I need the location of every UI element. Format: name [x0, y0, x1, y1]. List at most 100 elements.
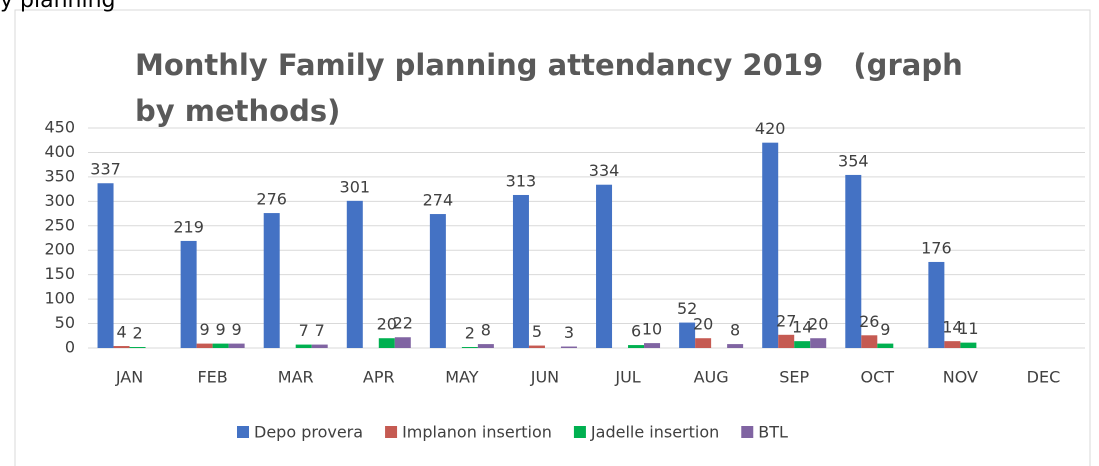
value-label: 8: [481, 321, 491, 340]
bar: [97, 183, 114, 348]
legend-swatch: [741, 426, 754, 438]
value-label: 2: [132, 324, 142, 343]
value-label: 337: [90, 160, 121, 179]
bar: [845, 174, 862, 348]
value-label: 5: [532, 322, 542, 341]
x-tick-label: MAR: [278, 368, 314, 387]
value-label: 3: [564, 323, 574, 342]
bar: [512, 194, 529, 348]
value-label: 176: [921, 238, 952, 257]
y-tick-label: 100: [44, 289, 75, 308]
value-label: 301: [340, 177, 371, 196]
value-label: 14: [792, 318, 812, 337]
value-label: 274: [423, 191, 454, 210]
value-label: 20: [693, 315, 713, 334]
x-tick-label: DEC: [1027, 368, 1061, 387]
y-tick-label: 0: [65, 338, 75, 357]
value-label: 6: [631, 322, 641, 341]
bar: [196, 343, 213, 348]
caption: y planning: [0, 0, 116, 13]
x-tick-label: NOV: [943, 368, 978, 387]
bar: [695, 338, 712, 348]
value-label: 22: [393, 314, 413, 333]
bar: [228, 343, 245, 348]
bar: [778, 334, 795, 348]
bar: [394, 337, 411, 348]
value-label: 7: [315, 321, 325, 340]
chart-frame: [14, 9, 1091, 466]
legend-swatch: [385, 426, 398, 438]
x-tick-label: JAN: [115, 368, 143, 387]
x-tick-label: FEB: [197, 368, 227, 387]
value-label: 8: [730, 321, 740, 340]
value-label: 313: [506, 171, 537, 190]
x-tick-label: APR: [363, 368, 395, 387]
value-label: 9: [200, 320, 210, 339]
bar: [794, 341, 811, 348]
value-label: 27: [776, 311, 796, 330]
x-tick-label: AUG: [694, 368, 729, 387]
x-tick-label: JUN: [530, 368, 559, 387]
value-label: 354: [838, 151, 869, 170]
y-tick-label: 50: [55, 313, 75, 332]
legend-label: BTL: [758, 423, 788, 442]
bar: [810, 338, 827, 348]
y-tick-label: 200: [44, 240, 75, 259]
value-label: 9: [880, 320, 890, 339]
value-label: 20: [377, 315, 397, 334]
bar: [877, 343, 894, 348]
bar: [596, 184, 613, 348]
x-tick-label: MAY: [445, 368, 479, 387]
value-label: 9: [232, 320, 242, 339]
bar: [295, 344, 312, 348]
y-tick-label: 450: [44, 118, 75, 137]
x-tick-label: OCT: [861, 368, 895, 387]
value-label: 219: [173, 217, 204, 236]
value-label: 14: [942, 318, 962, 337]
chart-title: Monthly Family planning attendancy 2019 …: [135, 48, 973, 128]
bar: [378, 338, 395, 348]
bar: [960, 342, 977, 348]
value-label: 334: [589, 161, 620, 180]
value-label: 276: [256, 190, 287, 209]
bar: [346, 200, 363, 348]
bar: [477, 344, 494, 348]
legend-label: Jadelle insertion: [590, 423, 719, 442]
value-label: 4: [116, 323, 126, 342]
y-tick-label: 400: [44, 142, 75, 161]
bar: [113, 346, 130, 348]
bar: [762, 142, 779, 348]
value-label: 26: [859, 312, 879, 331]
y-tick-label: 150: [44, 264, 75, 283]
value-label: 420: [755, 119, 786, 138]
bar: [861, 335, 878, 348]
value-label: 9: [216, 320, 226, 339]
bar: [263, 213, 280, 348]
value-label: 2: [465, 324, 475, 343]
bar: [212, 343, 229, 348]
bar: [180, 240, 197, 348]
bar: [429, 214, 446, 348]
y-tick-label: 300: [44, 191, 75, 210]
bar: [528, 345, 545, 348]
bar: [679, 322, 696, 348]
legend-swatch: [573, 426, 586, 438]
bar: [311, 344, 328, 348]
bar: [944, 341, 961, 348]
legend-swatch: [237, 426, 249, 438]
y-tick-label: 250: [44, 215, 75, 234]
x-tick-label: JUL: [614, 368, 640, 387]
value-label: 20: [808, 315, 828, 334]
bar: [928, 261, 945, 348]
value-label: 10: [642, 320, 662, 339]
bar: [560, 346, 577, 348]
value-label: 52: [677, 299, 697, 318]
bar: [129, 347, 146, 348]
bar: [628, 345, 645, 348]
legend-label: Implanon insertion: [402, 423, 552, 442]
y-tick-label: 350: [44, 166, 75, 185]
bar: [461, 347, 478, 348]
bar: [727, 344, 744, 348]
